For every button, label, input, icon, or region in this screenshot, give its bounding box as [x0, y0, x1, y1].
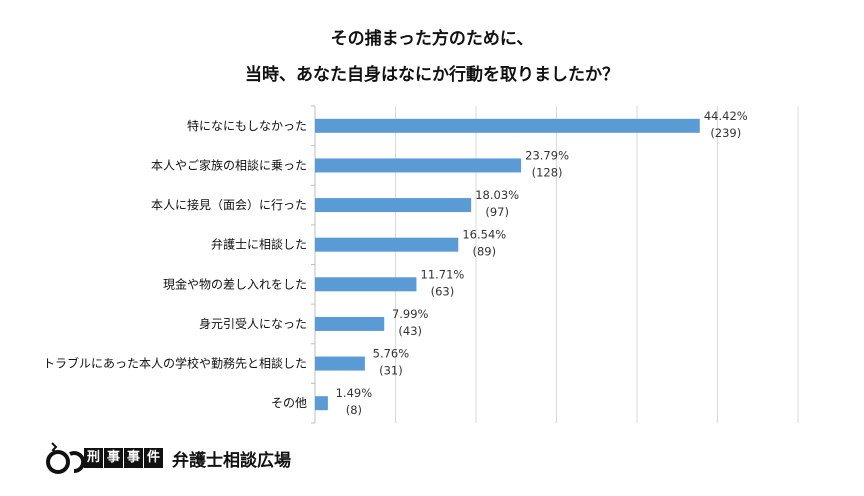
count-label: (89) — [472, 245, 496, 259]
percent-label: 11.71% — [421, 267, 465, 281]
percent-label: 16.54% — [462, 228, 506, 242]
percent-label: 5.76% — [373, 347, 410, 361]
logo: 刑 事 事 件 弁護士相談広場 — [44, 440, 291, 476]
category-label: トラブルにあった本人の学校や勤務先と相談した — [43, 356, 307, 371]
category-label: 特になにもしなかった — [187, 118, 307, 133]
category-label: 本人に接見（面会）に行った — [151, 197, 307, 212]
bar — [315, 316, 385, 331]
handcuffs-icon — [46, 442, 84, 474]
percent-label: 1.49% — [336, 386, 373, 400]
count-label: (43) — [398, 324, 422, 338]
category-label: 身元引受人になった — [199, 316, 307, 331]
bar — [315, 277, 417, 292]
percent-label: 18.03% — [475, 188, 519, 202]
percent-label: 7.99% — [392, 307, 429, 321]
chart-title-line-1: その捕まった方のために、 — [330, 29, 534, 49]
bar — [315, 396, 328, 411]
category-label: 本人やご家族の相談に乗った — [151, 157, 307, 172]
logo-box-1: 刑 — [84, 448, 103, 468]
count-label: (239) — [710, 126, 741, 140]
logo-box-3: 事 — [124, 448, 143, 468]
bar — [315, 118, 700, 133]
count-label: (31) — [379, 364, 403, 378]
logo-brand: 弁護士相談広場 — [172, 450, 291, 471]
bar — [315, 356, 365, 371]
bar — [315, 198, 472, 213]
logo-box-2: 事 — [104, 448, 123, 468]
category-label: 現金や物の差し入れをした — [163, 276, 307, 291]
bar — [315, 158, 522, 173]
count-label: (8) — [346, 403, 362, 417]
percent-label: 44.42% — [704, 109, 748, 123]
count-label: (97) — [485, 205, 509, 219]
count-label: (128) — [532, 165, 563, 179]
logo-box-4: 件 — [144, 448, 163, 468]
category-label: その他 — [271, 396, 307, 410]
category-label: 弁護士に相談した — [211, 237, 307, 252]
percent-label: 23.79% — [525, 148, 569, 162]
chart-title-line-2: 当時、あなた自身はなにか行動を取りましたか？ — [245, 65, 619, 85]
count-label: (63) — [431, 284, 455, 298]
bar — [315, 237, 459, 252]
